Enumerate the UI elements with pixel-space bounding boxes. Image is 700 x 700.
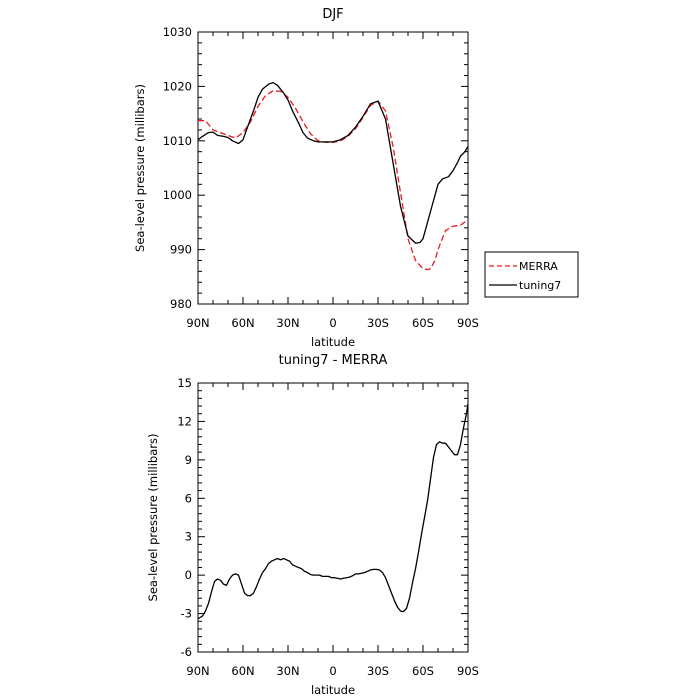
- x-tick-label: 30N: [276, 664, 299, 678]
- y-tick-label: -3: [181, 607, 192, 621]
- legend-label-tuning7: tuning7: [519, 279, 561, 292]
- legend-label-merra: MERRA: [519, 260, 558, 273]
- series-line-difference: [198, 403, 468, 620]
- y-axis: 980 990 1000 1010 1020 1030: [163, 25, 468, 311]
- x-axis-label: latitude: [311, 335, 355, 349]
- x-tick-label: 60S: [412, 316, 434, 330]
- x-tick-label: 0: [329, 316, 336, 330]
- y-tick-label: 1010: [163, 134, 192, 148]
- y-tick-label: 9: [185, 453, 192, 467]
- plot-frame: [197, 382, 469, 653]
- x-axis-label: latitude: [311, 683, 355, 697]
- y-axis-label: Sea-level pressure (millibars): [133, 84, 147, 252]
- y-axis: -6 -3 0 3 6 9 12 15: [177, 376, 468, 659]
- y-tick-label: 12: [177, 414, 192, 428]
- chart-title: tuning7 - MERRA: [279, 353, 388, 368]
- x-tick-label: 60N: [231, 316, 254, 330]
- series-line-tuning7: [198, 81, 468, 244]
- x-tick-label: 30S: [367, 664, 389, 678]
- legend-box: [484, 251, 579, 298]
- y-tick-label: 3: [185, 530, 192, 544]
- x-tick-label: 90N: [186, 664, 209, 678]
- x-tick-label: 90S: [457, 664, 479, 678]
- x-axis: 90N 60N 30N 0 30S 60S 90S: [186, 32, 479, 330]
- x-tick-label: 60S: [412, 664, 434, 678]
- x-tick-label: 30S: [367, 316, 389, 330]
- y-axis-label: Sea-level pressure (millibars): [146, 434, 160, 602]
- x-tick-label: 90N: [186, 316, 209, 330]
- x-tick-label: 0: [329, 664, 336, 678]
- y-tick-label: 1030: [163, 25, 192, 39]
- x-axis: 90N 60N 30N 0 30S 60S 90S: [186, 383, 479, 678]
- x-tick-label: 60N: [231, 664, 254, 678]
- top-panel-djf: DJF 90N 60N 30N 0 30S 60S 90S 980 990 1000 1010 1020…: [133, 7, 579, 349]
- y-tick-label: -6: [181, 645, 192, 659]
- y-tick-label: 15: [177, 376, 192, 390]
- chart-title: DJF: [322, 7, 343, 22]
- legend: MERRA tuning7: [484, 251, 579, 298]
- plot-frame: [197, 31, 469, 305]
- y-tick-label: 980: [170, 297, 192, 311]
- bottom-panel-difference: tuning7 - MERRA 90N 60N 30N 0 30S 60S 90S -6 -3 0 3…: [146, 353, 479, 697]
- y-tick-label: 1000: [163, 188, 192, 202]
- y-tick-label: 6: [185, 491, 192, 505]
- y-tick-label: 1020: [163, 79, 192, 93]
- series-line-merra: [198, 90, 468, 271]
- y-tick-label: 990: [170, 243, 192, 257]
- x-tick-label: 30N: [276, 316, 299, 330]
- y-tick-label: 0: [185, 568, 192, 582]
- x-tick-label: 90S: [457, 316, 479, 330]
